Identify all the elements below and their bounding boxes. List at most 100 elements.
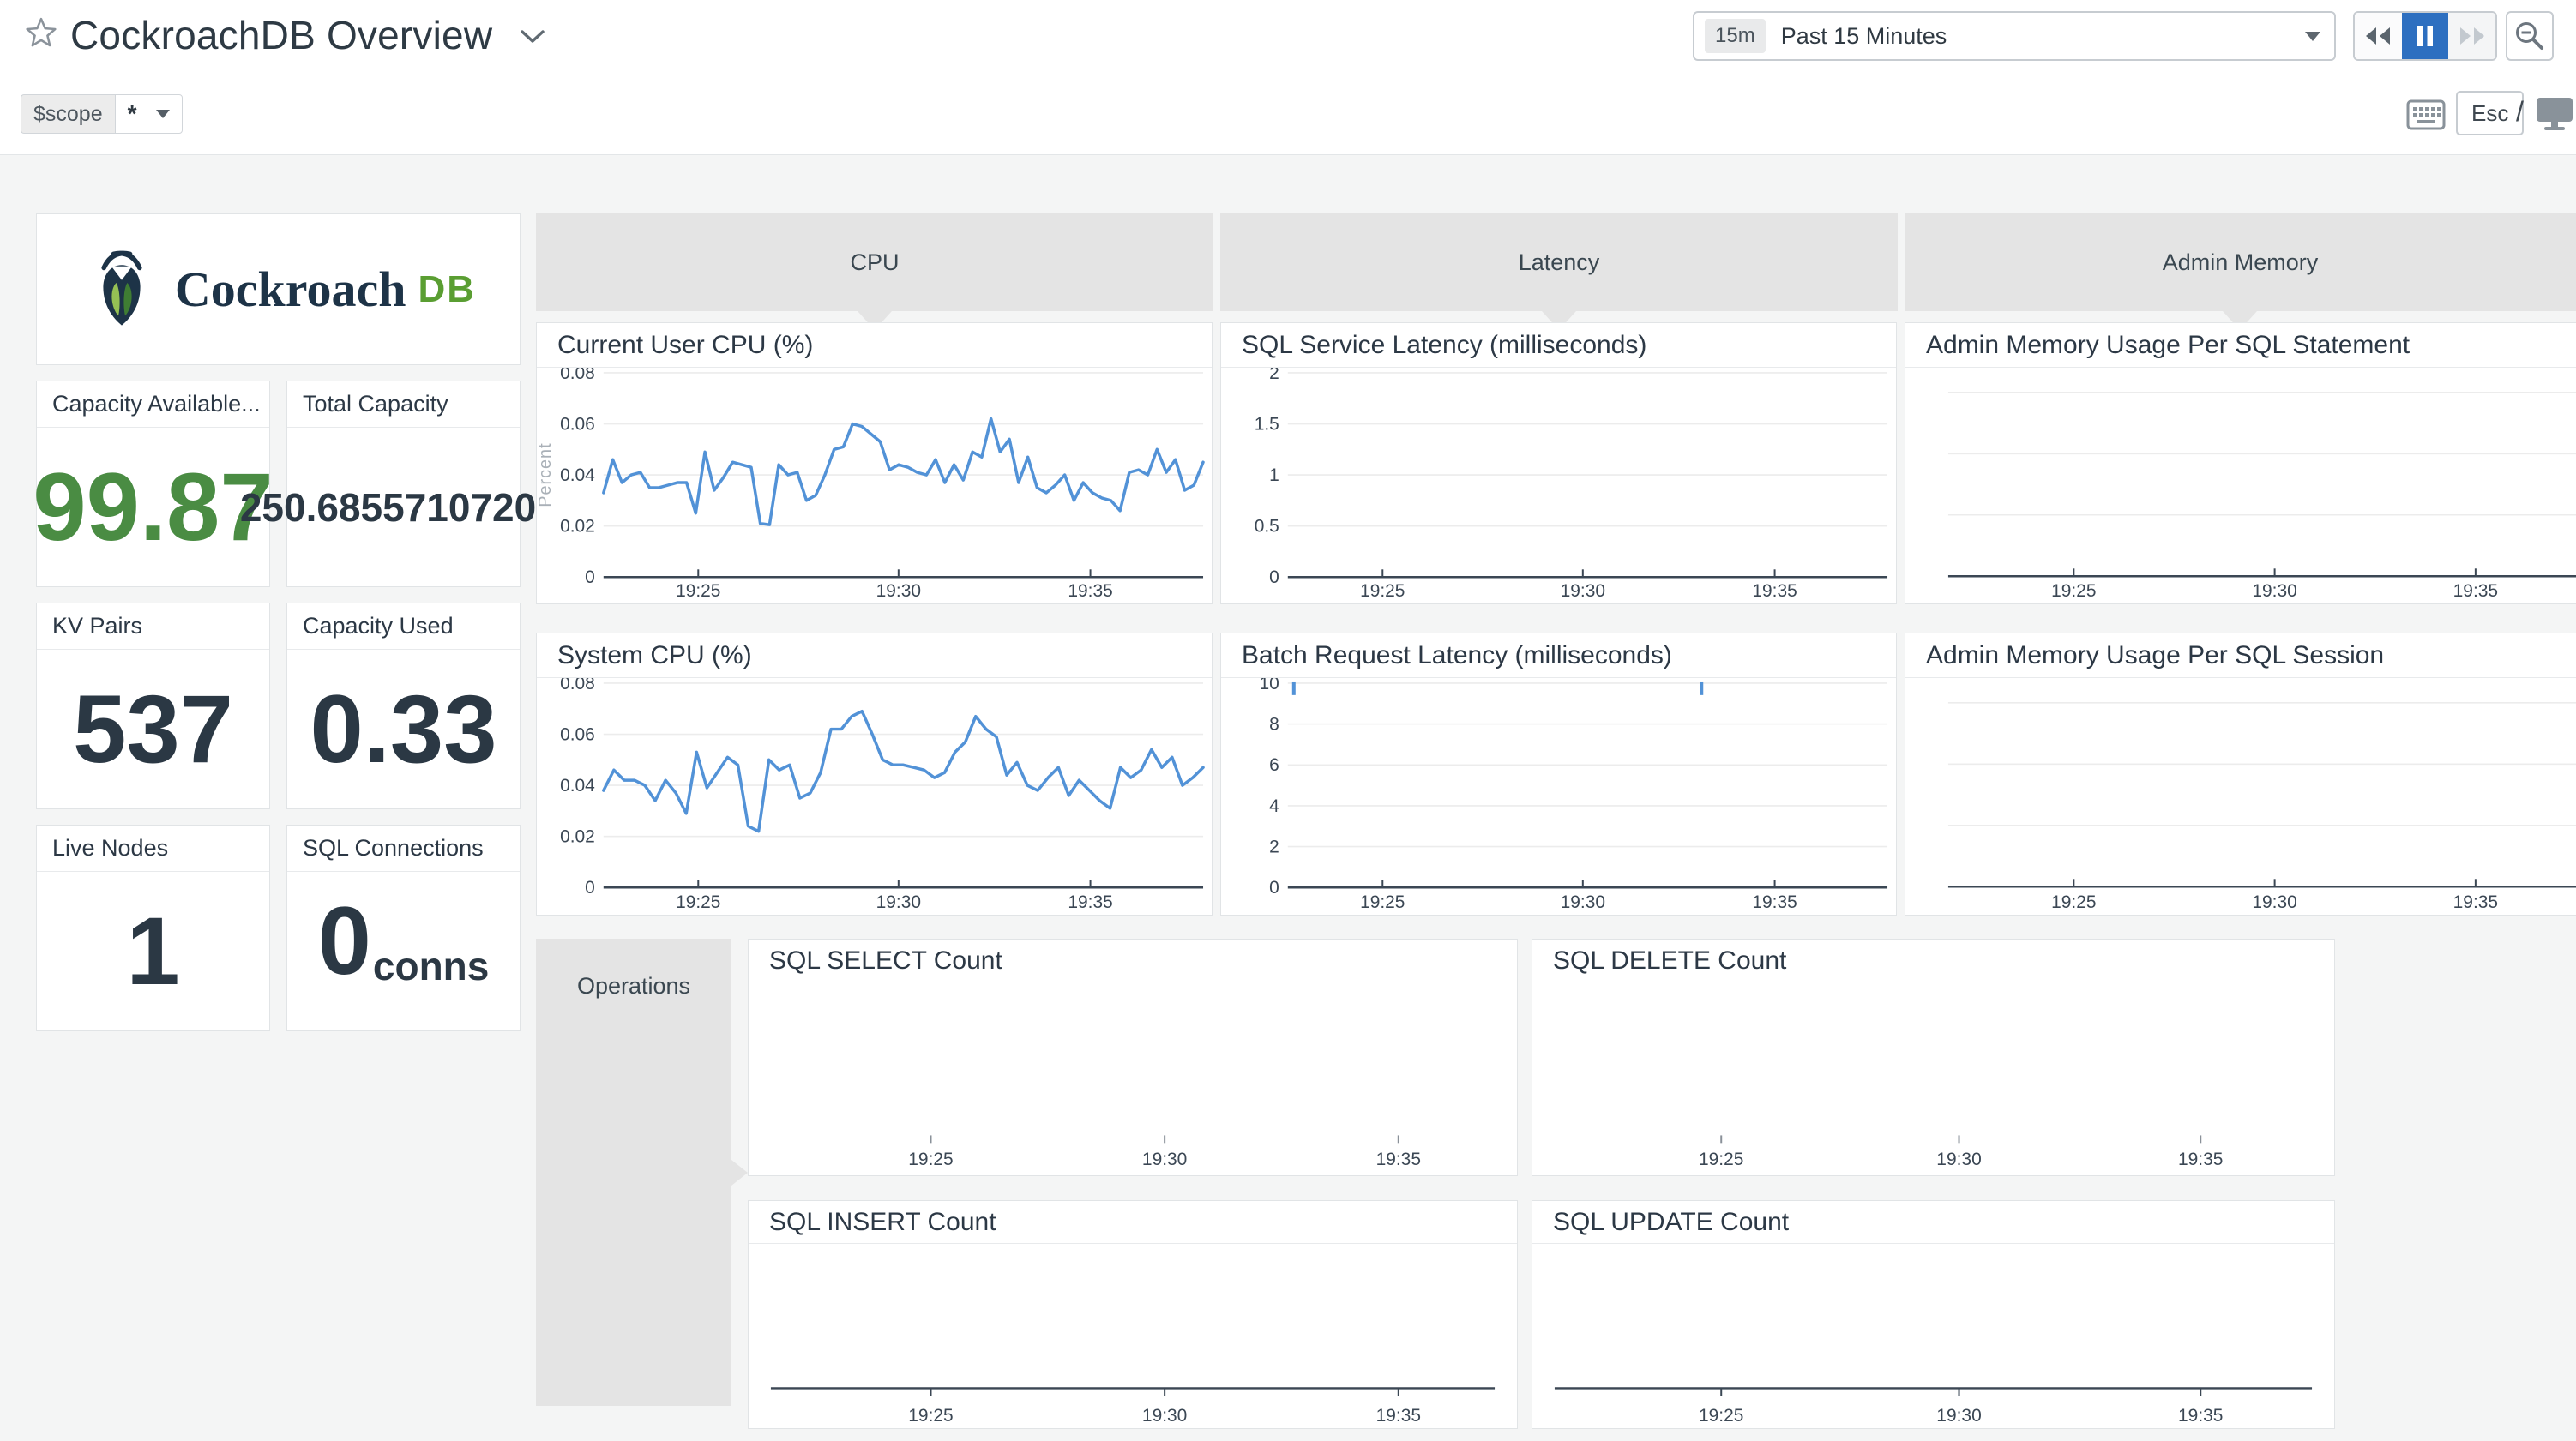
svg-text:0: 0 xyxy=(585,878,595,898)
svg-text:19:25: 19:25 xyxy=(1699,1406,1743,1426)
zoom-out-button[interactable] xyxy=(2506,11,2554,61)
svg-text:4: 4 xyxy=(1269,796,1279,816)
chart-plot[interactable]: 0 2 4 6 8 10 19:25 19:30 19:35 xyxy=(1221,678,1896,915)
esc-label: Esc xyxy=(2471,99,2509,126)
card-value: 250.6855710720 xyxy=(239,484,537,530)
card-title: Total Capacity xyxy=(287,381,520,428)
svg-text:19:30: 19:30 xyxy=(1561,892,1605,912)
svg-text:0: 0 xyxy=(585,567,595,587)
svg-text:19:35: 19:35 xyxy=(2453,581,2498,601)
rewind-button[interactable] xyxy=(2355,13,2402,59)
chart-sql-service-latency[interactable]: SQL Service Latency (milliseconds) 0 0.5 1… xyxy=(1220,322,1897,604)
svg-text:19:35: 19:35 xyxy=(1068,581,1112,601)
svg-text:19:35: 19:35 xyxy=(1376,1150,1421,1169)
card-capacity-available[interactable]: Capacity Available... 99.87 xyxy=(33,381,274,587)
card-title: SQL Connections xyxy=(287,826,520,872)
time-range-picker[interactable]: 15m Past 15 Minutes xyxy=(1693,11,2336,61)
group-header-operations[interactable]: Operations xyxy=(536,939,731,1406)
card-sql-connections[interactable]: SQL Connections 0 conns xyxy=(286,825,521,1031)
chart-plot[interactable]: 19:25 19:30 19:35 xyxy=(1905,368,2576,603)
svg-text:19:25: 19:25 xyxy=(1360,581,1405,601)
svg-text:10: 10 xyxy=(1260,678,1279,693)
logo-db-text: DB xyxy=(418,267,477,310)
svg-text:19:35: 19:35 xyxy=(1068,892,1112,912)
chart-current-user-cpu[interactable]: Current User CPU (%) 0 0.02 0.04 0.06 0.08 19… xyxy=(536,322,1213,604)
chart-sql-update-count[interactable]: SQL UPDATE Count 19:25 19:30 19:35 xyxy=(1532,1200,2335,1429)
card-total-capacity[interactable]: Total Capacity 250.6855710720 GB xyxy=(240,381,567,587)
page-title[interactable]: CockroachDB Overview xyxy=(70,13,493,57)
chart-system-cpu[interactable]: System CPU (%) 0 0.02 0.04 0.06 0.08 19:25 19:… xyxy=(536,633,1213,916)
group-label: Operations xyxy=(576,973,691,999)
svg-text:19:30: 19:30 xyxy=(1142,1150,1187,1169)
pause-icon xyxy=(2417,26,2433,46)
group-header-cpu[interactable]: CPU xyxy=(536,213,1213,311)
svg-text:19:25: 19:25 xyxy=(2051,892,2096,912)
chart-title: SQL INSERT Count xyxy=(749,1201,1517,1244)
svg-text:19:25: 19:25 xyxy=(1699,1150,1743,1169)
svg-text:19:25: 19:25 xyxy=(676,892,720,912)
chart-sql-select-count[interactable]: SQL SELECT Count 19:25 19:30 19:35 xyxy=(748,939,1518,1176)
favorite-star-icon[interactable] xyxy=(26,17,57,48)
card-value: 0.33 xyxy=(310,675,497,783)
chart-plot[interactable]: 19:25 19:30 19:35 xyxy=(749,982,1517,1175)
card-live-nodes[interactable]: Live Nodes 1 xyxy=(36,825,270,1031)
svg-text:19:35: 19:35 xyxy=(1752,581,1797,601)
tv-mode-icon[interactable] xyxy=(2535,96,2574,132)
svg-text:0.06: 0.06 xyxy=(560,415,595,435)
fast-forward-button[interactable] xyxy=(2448,13,2495,59)
scope-value-dropdown[interactable]: * xyxy=(114,94,183,134)
chart-plot[interactable]: 0 0.02 0.04 0.06 0.08 19:25 19:30 19:35 xyxy=(537,678,1212,915)
logo-brand-text: Cockroach xyxy=(174,261,406,317)
chart-plot[interactable]: 0 0.02 0.04 0.06 0.08 19:25 19:30 19:35 Percent xyxy=(537,368,1212,603)
svg-text:1: 1 xyxy=(1269,465,1279,485)
svg-text:19:30: 19:30 xyxy=(2252,892,2296,912)
card-title: KV Pairs xyxy=(37,603,269,650)
svg-text:19:35: 19:35 xyxy=(2178,1150,2223,1169)
group-header-latency[interactable]: Latency xyxy=(1220,213,1898,311)
chart-title: SQL DELETE Count xyxy=(1532,940,2334,982)
svg-text:19:35: 19:35 xyxy=(1376,1406,1421,1426)
chart-admin-memory-session[interactable]: Admin Memory Usage Per SQL Session 19:25… xyxy=(1905,633,2576,916)
time-range-label: Past 15 Minutes xyxy=(1780,22,1947,49)
chart-title: Admin Memory Usage Per SQL Statement xyxy=(1905,323,2576,368)
card-kv-pairs[interactable]: KV Pairs 537 xyxy=(36,603,270,809)
chart-sql-delete-count[interactable]: SQL DELETE Count 19:25 19:30 19:35 xyxy=(1532,939,2335,1176)
chart-plot[interactable]: 19:25 19:30 19:35 xyxy=(1532,1244,2334,1428)
chart-admin-memory-statement[interactable]: Admin Memory Usage Per SQL Statement 19:… xyxy=(1905,322,2576,604)
keyboard-shortcuts-icon[interactable] xyxy=(2406,99,2446,130)
svg-text:0.04: 0.04 xyxy=(560,776,595,796)
svg-text:19:35: 19:35 xyxy=(2178,1406,2223,1426)
esc-button[interactable]: Esc xyxy=(2456,91,2525,135)
chart-plot[interactable]: 0 0.5 1 1.5 2 19:25 19:30 19:35 xyxy=(1221,368,1896,603)
card-unit: conns xyxy=(372,944,490,988)
magnifier-minus-icon xyxy=(2516,22,2543,50)
svg-text:19:35: 19:35 xyxy=(2453,892,2498,912)
scope-value: * xyxy=(127,100,137,127)
chart-plot[interactable]: 19:25 19:30 19:35 xyxy=(1905,678,2576,915)
group-header-admin-memory[interactable]: Admin Memory xyxy=(1905,213,2576,311)
scope-caret-icon xyxy=(155,110,170,118)
title-chevron-down-icon[interactable] xyxy=(520,29,545,45)
chart-title: Current User CPU (%) xyxy=(537,323,1212,368)
card-capacity-used[interactable]: Capacity Used 0.33 xyxy=(286,603,521,809)
time-range-badge: 15m xyxy=(1705,19,1766,53)
svg-text:2: 2 xyxy=(1269,838,1279,857)
chart-sql-insert-count[interactable]: SQL INSERT Count 19:25 19:30 19:35 xyxy=(748,1200,1518,1429)
svg-text:6: 6 xyxy=(1269,755,1279,775)
svg-text:19:30: 19:30 xyxy=(1561,581,1605,601)
svg-text:19:25: 19:25 xyxy=(2051,581,2096,601)
card-value: 99.87 xyxy=(33,453,274,561)
svg-text:0.06: 0.06 xyxy=(560,725,595,745)
rewind-icon xyxy=(2366,27,2391,45)
chart-plot[interactable]: 19:25 19:30 19:35 xyxy=(749,1244,1517,1428)
card-title: Capacity Available... xyxy=(37,381,269,428)
pause-button[interactable] xyxy=(2401,13,2449,59)
template-variable-scope[interactable]: $scope * xyxy=(21,94,183,134)
group-label: Admin Memory xyxy=(2162,249,2319,275)
chart-plot[interactable]: 19:25 19:30 19:35 xyxy=(1532,982,2334,1175)
card-value: 537 xyxy=(73,675,233,783)
group-label: CPU xyxy=(850,249,900,275)
chart-batch-request-latency[interactable]: Batch Request Latency (milliseconds) 0 2 4… xyxy=(1220,633,1897,916)
svg-text:19:30: 19:30 xyxy=(1936,1150,1981,1169)
svg-text:0: 0 xyxy=(1269,567,1279,587)
